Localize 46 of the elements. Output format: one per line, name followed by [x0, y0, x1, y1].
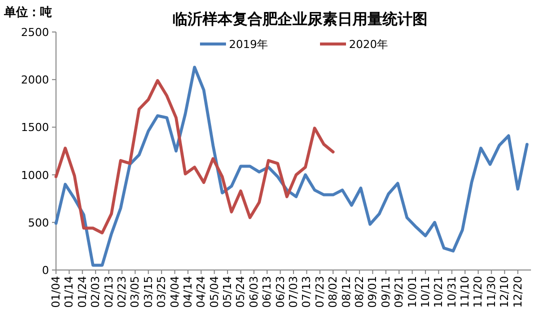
x-tick-label: 01/24: [76, 276, 89, 308]
x-tick-label: 09/21: [392, 276, 406, 308]
x-tick-label: 09/11: [379, 276, 392, 308]
x-tick-label: 08/22: [352, 276, 366, 308]
legend-label: 2020年: [349, 38, 388, 51]
y-tick-label: 1500: [21, 121, 49, 134]
y-tick-label: 2000: [21, 74, 49, 87]
x-tick-label: 04/14: [181, 276, 194, 308]
x-tick-label: 07/23: [313, 276, 326, 308]
x-tick-label: 02/13: [102, 276, 116, 308]
x-tick-label: 08/12: [340, 276, 353, 308]
x-tick-label: 04/04: [168, 276, 182, 308]
x-tick-label: 03/25: [155, 276, 168, 308]
y-tick-label: 1000: [21, 168, 49, 182]
x-tick-label: 10/11: [418, 276, 432, 308]
x-tick-label: 07/13: [300, 276, 314, 308]
x-tick-label: 11/30: [484, 276, 498, 308]
x-tick-label: 02/23: [115, 276, 128, 308]
x-tick-label: 08/02: [326, 276, 340, 308]
legend-label: 2019年: [229, 38, 268, 51]
x-tick-label: 12/20: [511, 276, 524, 308]
x-tick-label: 11/10: [458, 276, 472, 308]
x-tick-label: 10/21: [432, 276, 446, 308]
y-tick-label: 500: [28, 216, 49, 230]
x-tick-label: 09/01: [366, 276, 380, 308]
x-tick-label: 01/14: [62, 276, 76, 308]
y-axis-title: 单位：吨: [3, 5, 52, 19]
x-tick-label: 03/05: [128, 276, 142, 308]
x-tick-label: 07/03: [287, 276, 300, 308]
x-tick-label: 11/20: [472, 276, 485, 308]
x-tick-label: 12/10: [498, 276, 512, 308]
chart-title: 临沂样本复合肥企业尿素日用量统计图: [172, 10, 428, 28]
x-tick-label: 05/04: [208, 276, 221, 308]
x-tick-label: 01/04: [50, 276, 62, 308]
x-tick-label: 06/23: [274, 276, 287, 308]
x-tick-label: 05/24: [234, 276, 248, 308]
x-tick-label: 05/14: [221, 276, 234, 308]
y-tick-label: 2500: [21, 26, 49, 39]
x-tick-label: 06/13: [260, 276, 274, 308]
x-tick-label: 02/03: [89, 276, 102, 308]
y-tick-label: 0: [42, 264, 49, 277]
x-tick-label: 10/01: [406, 276, 419, 308]
x-tick-label: 10/31: [445, 276, 458, 308]
x-tick-label: 04/24: [194, 276, 208, 308]
x-tick-label: 06/03: [247, 276, 260, 308]
x-tick-label: 03/15: [142, 276, 155, 308]
